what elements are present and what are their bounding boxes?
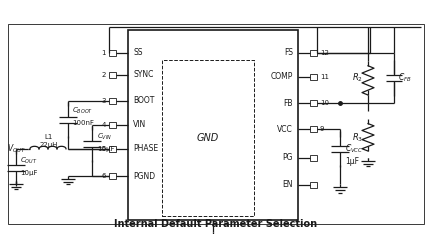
Text: 3: 3 (102, 98, 106, 104)
Bar (162, 60, 254, 216)
Text: SS: SS (133, 48, 143, 57)
Text: 10μF: 10μF (97, 146, 114, 152)
Text: COMP: COMP (270, 72, 293, 81)
Bar (109, 50, 116, 56)
Text: BOOT: BOOT (133, 96, 154, 105)
Bar (109, 72, 116, 78)
Text: $C_{OUT}$: $C_{OUT}$ (20, 156, 38, 166)
Text: VCC: VCC (277, 125, 293, 134)
Bar (310, 74, 317, 80)
Text: PHASE: PHASE (133, 144, 158, 153)
Text: PG: PG (283, 153, 293, 162)
Text: FB: FB (283, 99, 293, 107)
Text: Internal Default Parameter Selection: Internal Default Parameter Selection (114, 219, 318, 229)
Text: $R_3$: $R_3$ (352, 132, 363, 144)
Text: FS: FS (284, 48, 293, 57)
Text: 100nF: 100nF (72, 120, 94, 126)
Text: VIN: VIN (133, 120, 146, 129)
Bar (310, 126, 317, 132)
Text: 1: 1 (102, 50, 106, 56)
Text: $C_{VIN}$: $C_{VIN}$ (97, 132, 112, 142)
Bar (310, 100, 317, 106)
Text: 4: 4 (102, 122, 106, 128)
Text: $V_{OUT}$: $V_{OUT}$ (7, 143, 26, 155)
Text: 10: 10 (320, 100, 329, 106)
Bar (109, 173, 116, 179)
Bar (8, 24, 424, 224)
Text: $C_{VCC}$: $C_{VCC}$ (345, 143, 363, 155)
Bar (128, 30, 298, 220)
Bar (109, 122, 116, 128)
Text: $C_{BOOT}$: $C_{BOOT}$ (72, 106, 93, 116)
Text: 6: 6 (102, 173, 106, 179)
Bar (310, 50, 317, 56)
Text: L1: L1 (45, 134, 53, 140)
Bar (109, 98, 116, 104)
Text: EN: EN (283, 180, 293, 189)
Text: 9: 9 (320, 126, 324, 132)
Text: SYNC: SYNC (133, 70, 153, 79)
Text: $C_{FB}$: $C_{FB}$ (398, 72, 412, 84)
Text: 22μH: 22μH (40, 142, 58, 148)
Text: $R_2$: $R_2$ (352, 72, 363, 84)
Text: 10μF: 10μF (20, 170, 38, 176)
Text: 11: 11 (320, 74, 329, 80)
Text: PGND: PGND (133, 172, 155, 181)
Text: 2: 2 (102, 72, 106, 78)
Text: 12: 12 (320, 50, 329, 56)
Text: 1μF: 1μF (345, 157, 359, 166)
Text: 5: 5 (102, 146, 106, 152)
Text: GND: GND (197, 133, 219, 143)
Bar (109, 146, 116, 152)
Bar (310, 182, 317, 188)
Bar (310, 154, 317, 161)
